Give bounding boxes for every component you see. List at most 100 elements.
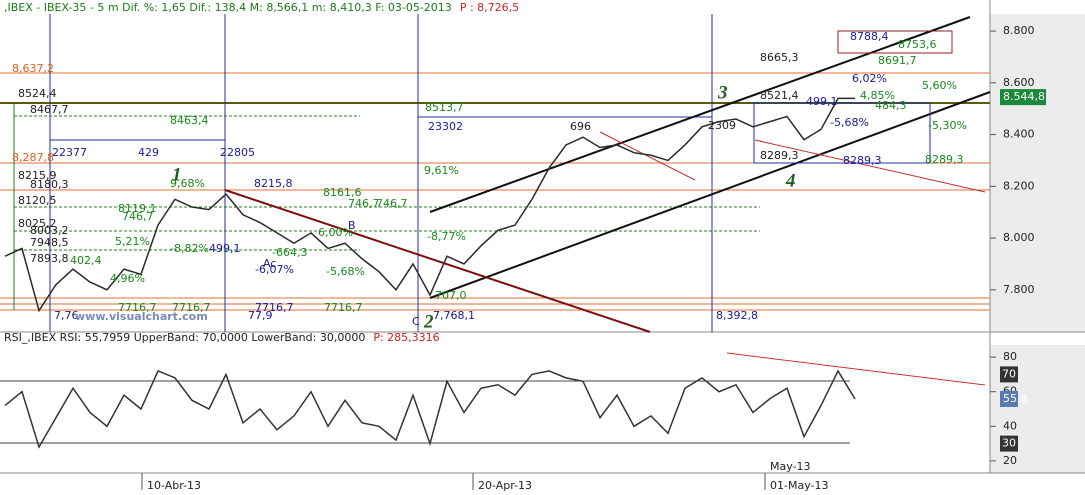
annotation: 8665,3 <box>760 51 799 64</box>
annotation: 6,02% <box>852 72 887 85</box>
annotation: 8003,2 <box>30 224 69 237</box>
annotation: 7716,7 <box>118 301 157 314</box>
box <box>837 30 953 54</box>
band-label: 30 <box>1002 437 1016 450</box>
annotation: 4,96% <box>110 272 145 285</box>
annotation: 9,68% <box>170 177 205 190</box>
annotation: 746,7 <box>376 197 408 210</box>
y-tick-label: 8.800 <box>1003 24 1035 37</box>
panel-subtitle: P : 8,726,5 <box>460 1 519 14</box>
band-box <box>1000 366 1018 383</box>
rsi-axis-bg <box>990 345 1085 473</box>
annotation: -664,3 <box>272 246 307 259</box>
annotation: 8025,2 <box>18 217 57 230</box>
annotation: 5,21% <box>115 235 150 248</box>
annotation: 8467,7 <box>30 103 69 116</box>
current-value-box <box>1000 390 1018 407</box>
annotation: C <box>412 315 420 328</box>
watermark: www.visualchart.com <box>75 310 208 323</box>
annotation: 8180,3 <box>30 178 69 191</box>
rsi-trend-line <box>726 352 986 386</box>
annotation: B <box>348 219 356 232</box>
panel-title: RSI_,IBEX RSI: 55,7959 UpperBand: 70,000… <box>4 331 365 344</box>
annotation: 746,7 <box>122 210 154 223</box>
annotation: -5,30% <box>928 119 967 132</box>
annotation: 7716,7 <box>255 301 294 314</box>
annotation: 484,3 <box>875 99 907 112</box>
annotation: 2309 <box>708 119 736 132</box>
price-line <box>4 369 856 449</box>
annotation: 5,60% <box>922 79 957 92</box>
annotation: 8691,7 <box>878 54 917 67</box>
y-tick-label: 8.600 <box>1003 76 1035 89</box>
annotation: 8753,6 <box>898 38 937 51</box>
annotation: 499,1 <box>209 242 241 255</box>
annotation: 8289,3 <box>925 153 964 166</box>
current-value-label: 8.544,8 <box>1003 90 1045 103</box>
x-tick-label: 01-May-13 <box>770 479 828 492</box>
trend-line <box>754 139 986 193</box>
band-label: 70 <box>1002 367 1016 380</box>
annotation: 696 <box>570 120 591 133</box>
annotation: 707,0 <box>435 289 467 302</box>
annotation: -6,07% <box>255 263 294 276</box>
panel-title: ,IBEX - IBEX-35 - 5 m Dif. %: 1,65 Dif.:… <box>4 1 452 14</box>
annotation: -5,68% <box>326 265 365 278</box>
annotation: -5,68% <box>830 116 869 129</box>
wave-label: 1 <box>172 164 182 185</box>
channel-line <box>429 91 991 299</box>
current-value-box <box>1000 89 1046 106</box>
annotation: 8161,6 <box>323 186 362 199</box>
annotation: 7,76 <box>54 309 79 322</box>
annotation: -8,77% <box>427 230 466 243</box>
annotation: 8,287,8 <box>12 151 54 164</box>
annotation: 4,85% <box>860 89 895 102</box>
annotation: 77,9 <box>248 309 273 322</box>
annotation: 22377 <box>52 146 87 159</box>
annotation: 8215,8 <box>254 177 293 190</box>
annotation: 6,00% <box>318 226 353 239</box>
y-tick-label: 7.800 <box>1003 283 1035 296</box>
annotation: 9,61% <box>424 164 459 177</box>
box <box>753 102 931 164</box>
trend-line <box>599 131 696 181</box>
annotation: 7893,8 <box>30 252 69 265</box>
y-tick-label: 40 <box>1003 419 1017 432</box>
annotation: 8788,4 <box>850 30 889 43</box>
y-tick-label: 8.200 <box>1003 179 1035 192</box>
annotation: 746,7 <box>348 197 380 210</box>
channel-line <box>429 16 971 213</box>
y-tick-label: 80 <box>1003 350 1017 363</box>
y-tick-label: 20 <box>1003 454 1017 467</box>
month-label: May-13 <box>770 460 811 473</box>
annotation: Ac <box>263 257 276 270</box>
annotation: 8289,3 <box>843 154 882 167</box>
annotation: 8524,4 <box>18 87 57 100</box>
wave-label: 2 <box>423 311 434 332</box>
annotation: 429 <box>138 146 159 159</box>
annotation: 8463,4 <box>170 114 209 127</box>
annotation: 8289,3 <box>760 149 799 162</box>
annotation: 8215,9 <box>18 169 57 182</box>
x-tick-label: 10-Abr-13 <box>147 479 201 492</box>
annotation: 8513,7 <box>425 101 464 114</box>
annotation: 8120,5 <box>18 194 57 207</box>
band-box <box>1000 435 1018 452</box>
current-value-label: 55,8 <box>1003 392 1028 405</box>
annotation: 7716,7 <box>324 301 363 314</box>
wave-label: 4 <box>785 170 796 191</box>
y-tick-label: 8.000 <box>1003 231 1035 244</box>
annotation: 7716,7 <box>172 301 211 314</box>
annotation: 7,768,1 <box>433 309 475 322</box>
price-line <box>4 97 855 313</box>
panel-subtitle: P: 285,3316 <box>373 331 439 344</box>
drawings <box>0 14 991 444</box>
y-tick-label: 8.400 <box>1003 128 1035 141</box>
annotation: -8,82% <box>170 242 209 255</box>
wave-label: 3 <box>717 82 728 103</box>
annotation: 8119,1 <box>118 202 157 215</box>
x-tick-label: 20-Apr-13 <box>478 479 532 492</box>
annotation: 7948,5 <box>30 236 69 249</box>
